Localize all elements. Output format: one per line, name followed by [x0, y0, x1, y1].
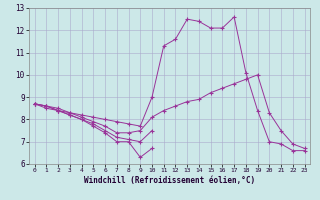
X-axis label: Windchill (Refroidissement éolien,°C): Windchill (Refroidissement éolien,°C)	[84, 176, 255, 185]
